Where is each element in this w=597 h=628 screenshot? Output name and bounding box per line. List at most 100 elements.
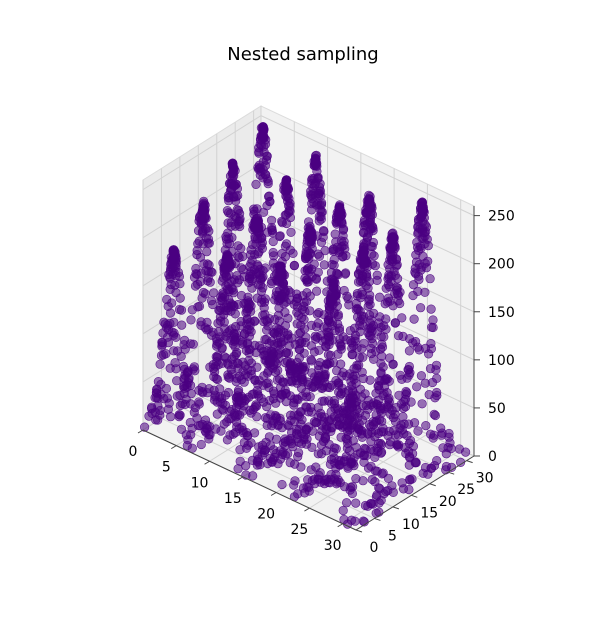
scatter-point: [358, 320, 368, 330]
scatter-point: [257, 294, 267, 304]
scatter-point: [212, 357, 222, 367]
scatter-point: [350, 516, 360, 526]
scatter-point: [377, 351, 387, 361]
scatter-point: [360, 389, 370, 399]
scatter-point: [248, 471, 258, 481]
scatter-point: [194, 399, 204, 409]
scatter-point: [330, 229, 340, 239]
scatter-point: [179, 340, 189, 350]
scatter-point: [327, 321, 338, 331]
scatter-point: [252, 204, 262, 214]
y-tick-label: 5: [388, 528, 397, 544]
scatter-point: [367, 474, 377, 485]
scatter-point: [381, 314, 391, 324]
scatter-point: [363, 283, 373, 293]
scatter-point: [289, 410, 299, 420]
scatter-point: [441, 465, 451, 475]
scatter-point: [157, 341, 167, 352]
scatter-point: [381, 283, 391, 293]
scatter-point: [388, 301, 398, 311]
scatter-point: [355, 306, 365, 317]
scatter-point: [212, 397, 222, 407]
scatter-point: [416, 303, 426, 313]
scatter-point: [275, 416, 286, 426]
scatter-point: [283, 449, 293, 459]
scatter-point: [171, 332, 181, 342]
scatter-point: [253, 249, 263, 259]
scatter-point: [214, 327, 224, 337]
y-tick-mark: [429, 483, 436, 487]
scatter-point: [312, 161, 322, 171]
scatter-point: [263, 321, 273, 331]
scatter-point: [340, 482, 350, 492]
scatter-point: [272, 375, 282, 385]
z-tick-label: 200: [488, 257, 515, 273]
scatter-point: [364, 296, 374, 306]
scatter-point: [268, 386, 279, 396]
scatter-point: [367, 241, 377, 252]
scatter-point: [226, 301, 236, 311]
scatter-point: [390, 318, 401, 328]
scatter-point: [412, 382, 422, 392]
scatter-point: [426, 304, 436, 314]
scatter-point: [279, 299, 289, 309]
scatter-point: [323, 350, 334, 360]
scatter-point: [230, 180, 240, 190]
scatter-point: [211, 424, 221, 434]
scatter-point: [427, 322, 437, 332]
scatter-point: [202, 247, 212, 257]
scatter-point: [230, 212, 240, 222]
scatter-point: [333, 409, 343, 419]
scatter-point: [366, 499, 376, 509]
scatter-point: [186, 315, 196, 325]
scatter-point: [254, 148, 264, 158]
scatter-point: [377, 342, 388, 352]
scatter-point: [289, 480, 299, 490]
scatter-point: [342, 498, 352, 508]
z-tick-label: 150: [488, 305, 515, 321]
scatter-point: [167, 254, 177, 264]
scatter-point: [281, 348, 291, 358]
scatter-point: [250, 402, 260, 412]
scatter-point: [341, 268, 351, 278]
scatter-point: [307, 381, 317, 392]
scatter-point: [373, 428, 384, 439]
scatter-point: [219, 309, 229, 320]
x-tick-mark: [304, 507, 310, 512]
scatter-point: [168, 263, 178, 273]
scatter-point: [351, 498, 361, 508]
scatter-point: [286, 434, 296, 444]
scatter-point: [232, 392, 242, 403]
scatter-point: [231, 377, 241, 387]
scatter-point: [347, 402, 357, 412]
scatter-point: [276, 261, 286, 271]
scatter-points: [140, 121, 471, 529]
z-tick-label: 100: [488, 353, 515, 369]
scatter-point: [388, 359, 398, 369]
scatter-point: [225, 430, 235, 440]
scatter-point: [359, 248, 369, 258]
scatter-point: [181, 430, 191, 440]
scatter-point: [337, 422, 348, 433]
scatter-point: [172, 376, 182, 386]
scatter-point: [235, 445, 245, 455]
scatter-point: [365, 224, 376, 234]
scatter-point: [289, 261, 299, 271]
scatter-point: [279, 327, 289, 338]
scatter-point: [279, 336, 289, 346]
scatter-point: [337, 371, 347, 381]
scatter-point: [345, 446, 355, 456]
scatter-point: [223, 387, 233, 398]
scatter-point: [286, 227, 296, 237]
scatter-point: [265, 358, 276, 368]
x-axis-ticks: 0 5 10 15 20 25 30: [129, 429, 343, 554]
scatter-point: [222, 358, 233, 368]
scatter-point: [308, 426, 318, 436]
scatter-point: [306, 320, 317, 331]
scatter-point: [271, 398, 281, 408]
scatter-point: [212, 341, 222, 351]
scatter-point: [282, 192, 292, 202]
scatter-point: [186, 399, 196, 409]
scatter-point: [319, 370, 329, 380]
scatter-point: [339, 285, 349, 296]
